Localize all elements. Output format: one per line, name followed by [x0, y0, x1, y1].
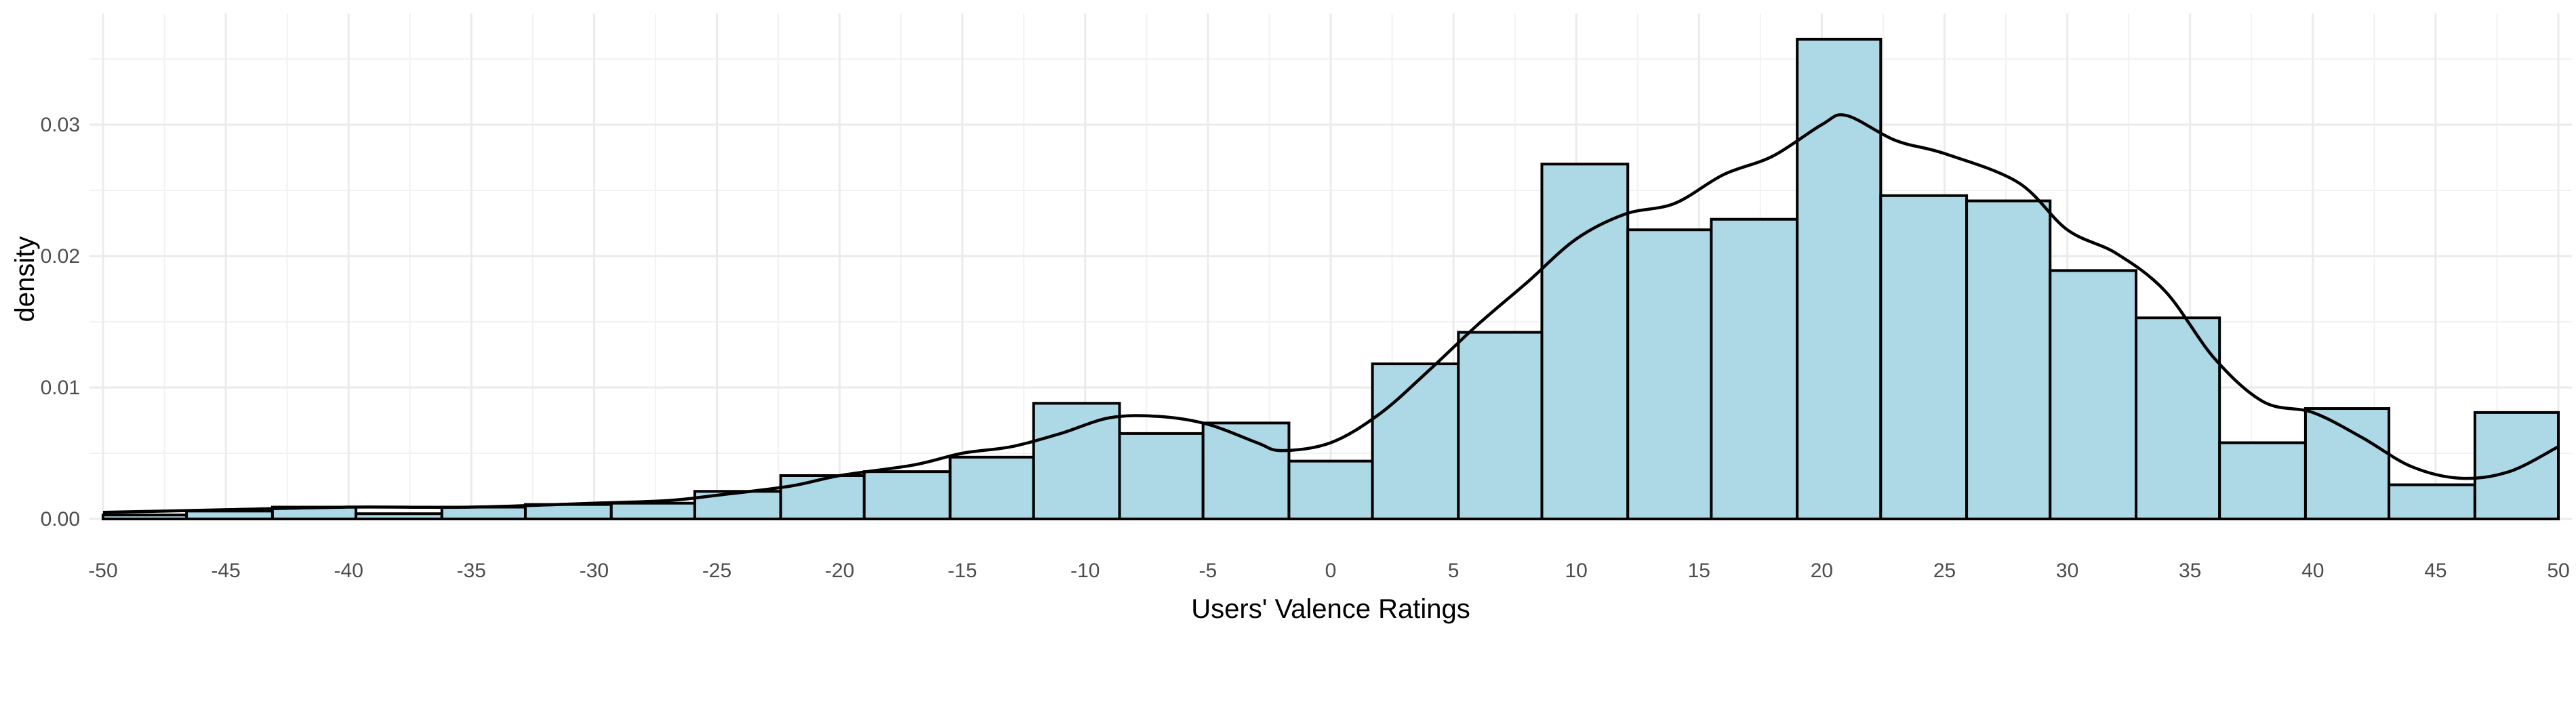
histogram-bar — [1032, 402, 1121, 521]
y-tick-label: 0.02 — [41, 245, 80, 268]
histogram-bars — [102, 37, 2560, 521]
histogram-bar — [1710, 217, 1799, 520]
histogram-bar — [185, 509, 274, 520]
histogram-bar — [2388, 483, 2476, 520]
histogram-bar — [355, 512, 443, 520]
histogram-bar — [1287, 459, 1374, 521]
y-axis-ticks: 0.00 0.01 0.02 0.03 — [41, 114, 80, 530]
histogram-bar — [779, 474, 866, 520]
x-tick-label: 0 — [1325, 560, 1337, 582]
x-tick-label: -5 — [1199, 560, 1217, 582]
histogram-bar — [1626, 228, 1713, 520]
x-tick-label: 10 — [1565, 560, 1588, 582]
x-tick-label: -40 — [334, 560, 363, 582]
histogram-bar — [1540, 163, 1630, 520]
x-tick-label: 40 — [2301, 560, 2324, 582]
x-tick-label: -10 — [1070, 560, 1100, 582]
x-axis-title: Users' Valence Ratings — [1191, 594, 1470, 624]
histogram-bar — [1457, 331, 1544, 520]
histogram-bar — [1965, 199, 2052, 520]
x-tick-label: 30 — [2056, 560, 2078, 582]
y-axis-title: density — [10, 236, 40, 322]
y-tick-label: 0.00 — [41, 508, 80, 530]
x-tick-label: -20 — [825, 560, 854, 582]
histogram-bar — [2218, 441, 2307, 520]
x-tick-label: 20 — [1811, 560, 1833, 582]
x-tick-label: 5 — [1448, 560, 1460, 582]
histogram-bar — [862, 470, 952, 520]
x-tick-label: -30 — [580, 560, 609, 582]
x-tick-label: -15 — [948, 560, 977, 582]
x-tick-label: 45 — [2424, 560, 2447, 582]
x-tick-label: -45 — [211, 560, 240, 582]
y-tick-label: 0.01 — [41, 377, 80, 399]
histogram-bar — [2303, 407, 2391, 520]
histogram-bar — [2473, 411, 2560, 520]
histogram-bar — [440, 505, 527, 520]
density-curve-layer — [102, 113, 2560, 514]
x-tick-label: -25 — [702, 560, 731, 582]
histogram-bar — [2049, 269, 2138, 520]
histogram-bar — [948, 455, 1035, 521]
x-tick-label: -50 — [88, 560, 117, 582]
x-tick-label: 50 — [2547, 560, 2569, 582]
y-tick-label: 0.03 — [41, 114, 80, 136]
density-curve — [102, 113, 2560, 514]
histogram-bar — [609, 501, 696, 520]
histogram-bar — [102, 514, 188, 520]
histogram-bar — [2135, 316, 2221, 520]
x-axis-ticks: -50 -45 -40 -35 -30 -25 -20 -15 -10 -5 0 5 10 15 20 25 3… — [88, 560, 2569, 582]
x-tick-label: 25 — [1933, 560, 1956, 582]
x-tick-label: 35 — [2179, 560, 2201, 582]
histogram-bar — [1118, 432, 1205, 521]
histogram-bar — [1371, 362, 1460, 521]
histogram-bar — [1796, 37, 1883, 520]
x-tick-label: -35 — [457, 560, 486, 582]
histogram-bar — [1879, 194, 1969, 520]
x-tick-label: 15 — [1688, 560, 1710, 582]
